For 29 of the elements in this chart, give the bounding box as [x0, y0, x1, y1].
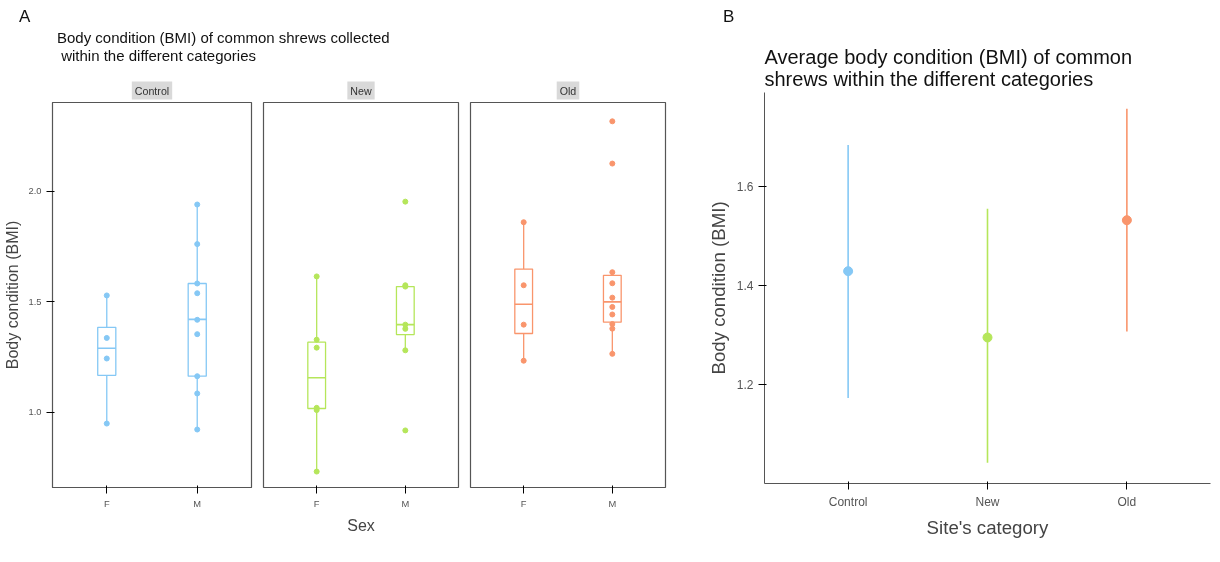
- y-tick-label: 1.6: [736, 180, 754, 195]
- chart-title: Control: [134, 84, 170, 97]
- y-tick-label: 1.4: [736, 279, 754, 294]
- x-axis-title: Site's category: [926, 516, 1050, 538]
- chart-title: Old: [559, 84, 577, 97]
- x-tick-label: New: [975, 494, 1000, 509]
- y-tick-label: 1.5: [28, 296, 42, 307]
- x-tick-label: F: [103, 498, 110, 509]
- y-tick-label: 1.2: [736, 378, 754, 393]
- x-tick-label: M: [193, 498, 202, 509]
- y-axis-title: Body condition (BMI): [3, 220, 21, 370]
- text: Body condition (BMI) of common shrews collected within the different categories: [57, 29, 390, 66]
- text: A: [19, 6, 32, 28]
- point: [1121, 215, 1132, 226]
- point: [843, 266, 854, 277]
- y-tick-label: 2.0: [28, 186, 42, 197]
- y-tick-label: 1.0: [28, 407, 42, 418]
- x-axis-title: Sex: [347, 516, 375, 534]
- x-tick-label: F: [520, 498, 527, 509]
- x-tick-label: F: [313, 498, 320, 509]
- x-tick-label: M: [401, 498, 410, 509]
- x-tick-label: Control: [828, 494, 868, 509]
- y-axis-title: Body condition (BMI): [707, 201, 729, 375]
- chart-title: New: [350, 84, 372, 97]
- text: B: [723, 6, 735, 28]
- x-tick-label: Old: [1117, 494, 1137, 509]
- point: [982, 332, 993, 343]
- chart-title: Average body condition (BMI) of common shrews within the different categories: [764, 45, 1133, 90]
- x-tick-label: M: [608, 498, 617, 509]
